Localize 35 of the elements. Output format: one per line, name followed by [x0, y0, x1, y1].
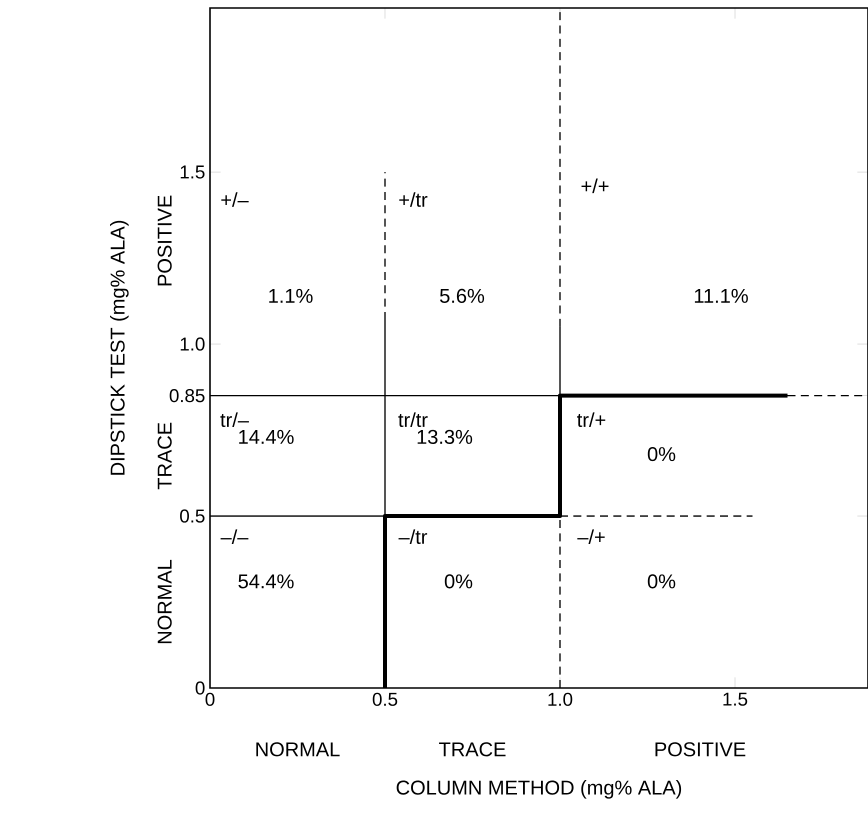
- annotation: tr/+: [577, 412, 606, 428]
- annotation: 0%: [648, 574, 676, 588]
- annotation: 0%: [444, 574, 472, 588]
- annotation: +/tr: [399, 192, 428, 207]
- text: NORMAL: [158, 560, 172, 644]
- annotation: tr/–: [220, 412, 249, 428]
- x-tick-label: 0.5: [372, 692, 398, 706]
- y-axis-title: DIPSTICK TEST (mg% ALA): [110, 220, 129, 475]
- text: POSITIVE: [158, 196, 172, 286]
- annotation: 0%: [648, 447, 676, 462]
- y-tick-label: 1.5: [180, 166, 205, 179]
- x-tick-label: 1.5: [723, 692, 748, 706]
- annotation: 13.3%: [418, 430, 472, 444]
- y-tick-label: 0.5: [180, 509, 205, 523]
- annotation: –/–: [220, 529, 248, 544]
- text: TRACE: [439, 742, 506, 756]
- annotation: tr/tr: [398, 412, 428, 428]
- y-tick-label: 1.0: [180, 337, 205, 351]
- x-tick-label: 0: [206, 692, 214, 706]
- y-tick-label: 0: [196, 681, 205, 695]
- annotation: 5.6%: [440, 288, 484, 303]
- annotation: +/–: [221, 192, 249, 207]
- x-tick-label: 1.0: [548, 692, 572, 706]
- x-axis-title: COLUMN METHOD (mg% ALA): [396, 780, 682, 799]
- text: NORMAL: [256, 742, 340, 756]
- annotation: –/+: [577, 529, 605, 544]
- text: TRACE: [158, 422, 172, 490]
- annotation: 54.4%: [238, 574, 294, 588]
- annotation: 14.4%: [239, 430, 294, 444]
- text: POSITIVE: [656, 742, 746, 756]
- annotation: 1.1%: [269, 288, 313, 303]
- annotation: –/tr: [398, 529, 428, 544]
- annotation: 11.1%: [694, 288, 748, 303]
- y-tick-label: 0.85: [170, 389, 205, 402]
- annotation: +/+: [582, 178, 608, 194]
